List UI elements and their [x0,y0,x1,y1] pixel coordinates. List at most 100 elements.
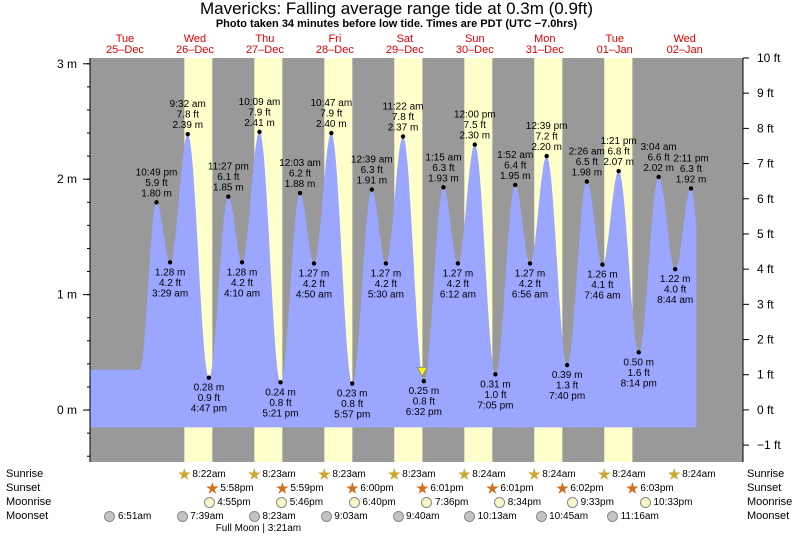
high-tide-label: 10:47 am [310,98,352,109]
low-tide-dot [383,261,389,266]
high-tide-label: 11:22 am [383,101,424,112]
day-name-label: Tue [116,33,135,45]
day-date-label: 29–Dec [386,44,424,56]
moonrise-time: 10:33pm [653,497,693,508]
low-tide-label: 3:29 am [152,288,188,299]
sunset-time: 6:03pm [640,483,674,494]
moonrise-time: 8:34pm [507,497,542,508]
low-tide-label: 8:44 am [657,295,693,306]
high-tide-label: 7.9 ft [248,107,270,118]
moonset-time: 6:51am [117,511,152,522]
high-tide-label: 6.6 ft [648,152,670,163]
low-tide-label: 7:40 pm [549,391,585,402]
moonset-icon [176,511,188,522]
moonset-time: 7:39am [190,511,224,522]
sunset-time: 6:01pm [500,483,534,494]
moonrise-time: 6:40pm [362,497,396,508]
high-tide-label: 1.88 m [285,179,316,190]
low-tide-label: 1.27 m [371,268,402,279]
sunset-row-label-right: Sunset [747,482,782,494]
high-tide-label: 6.8 ft [608,147,630,158]
low-tide-dot [672,267,678,272]
sunset-icon [416,482,429,494]
high-tide-label: 6.3 ft [361,165,383,176]
moonrise-icon [276,497,288,508]
sunrise-icon [667,468,681,480]
low-tide-dot [527,261,533,266]
moonset-icon [248,511,260,522]
day-name-label: Wed [673,33,695,45]
moonset-icon [392,511,404,522]
high-tide-label: 6.3 ft [432,163,454,174]
sunrise-time: 8:24am [472,469,506,480]
moonrise-row-label-right: Moonrise [747,496,793,508]
sunset-time: 6:00pm [360,483,394,494]
moonrise-time: 4:55pm [217,497,251,508]
high-tide-label: 2.39 m [172,120,203,131]
low-tide-label: 0.9 ft [198,393,220,404]
sunset-icon [276,482,289,494]
high-tide-label: 7.5 ft [464,120,486,131]
high-tide-dot [185,131,190,137]
high-tide-label: 1.80 m [141,188,172,199]
high-tide-dot [616,168,621,174]
sunrise-time: 8:22am [192,469,226,480]
right-axis-tick-label: 7 ft [757,157,774,171]
high-tide-dot [329,130,334,136]
low-tide-dot [278,380,283,385]
low-tide-label: 6:32 pm [406,407,442,418]
moonrise-time: 9:33pm [580,497,614,508]
high-tide-label: 7.8 ft [392,112,414,123]
day-date-label: 28–Dec [316,44,354,56]
low-tide-label: 5:57 pm [334,410,370,421]
right-axis-tick-label: 1 ft [757,368,774,382]
left-axis-tick-label: 0 m [57,403,77,417]
low-tide-label: 1.28 m [227,267,258,278]
sunset-row-label: Sunset [6,482,41,494]
moonrise-icon [348,497,360,508]
sunset-icon [346,482,359,494]
left-axis-tick-label: 2 m [57,172,77,186]
moonrise-icon [494,497,506,508]
chart-title: Mavericks: Falling average range tide at… [199,0,594,18]
moonset-time: 8:23am [262,511,296,522]
high-tide-dot [154,200,159,205]
moonset-row-label: Moonset [6,510,49,522]
low-tide-label: 0.24 m [265,387,296,398]
tide-area [90,132,697,428]
low-tide-dot [600,262,605,267]
high-tide-label: 2.40 m [316,119,347,130]
day-name-label: Fri [328,33,341,45]
low-tide-dot [636,350,641,355]
high-tide-label: 1.95 m [500,171,531,182]
low-tide-label: 1.22 m [660,274,691,285]
high-tide-label: 6.5 ft [576,157,598,168]
high-tide-label: 9:32 am [170,99,206,110]
high-tide-dot [441,185,446,190]
high-tide-label: 2.02 m [643,163,674,174]
high-tide-dot [297,190,303,196]
sunrise-icon [248,468,261,480]
sunrise-icon [388,468,401,480]
low-tide-dot [455,261,461,266]
right-axis-tick-label: 3 ft [757,297,774,311]
low-tide-label: 1.28 m [155,267,186,278]
low-tide-label: 6:12 am [440,289,476,300]
high-tide-label: 1.92 m [676,174,707,185]
low-tide-label: 6:56 am [512,289,548,300]
low-tide-label: 4:10 am [224,288,260,299]
high-tide-dot [544,153,549,159]
high-tide-label: 6.4 ft [504,160,526,171]
sunrise-time: 8:24am [542,469,576,480]
sunset-time: 6:02pm [570,483,604,494]
low-tide-label: 7:05 pm [477,400,513,411]
low-tide-label: 7:46 am [584,291,620,302]
high-tide-label: 2.30 m [460,131,491,142]
high-tide-label: 1.98 m [572,168,603,179]
right-axis-tick-label: 6 ft [757,192,774,206]
tide-chart: 10:49 pm5.9 ft1.80 m1.28 m4.2 ft3:29 am9… [57,33,781,462]
high-tide-label: 6.1 ft [217,172,239,183]
moonrise-icon [203,497,215,508]
right-axis-tick-label: 8 ft [757,121,774,135]
low-tide-label: 4.2 ft [375,279,397,290]
